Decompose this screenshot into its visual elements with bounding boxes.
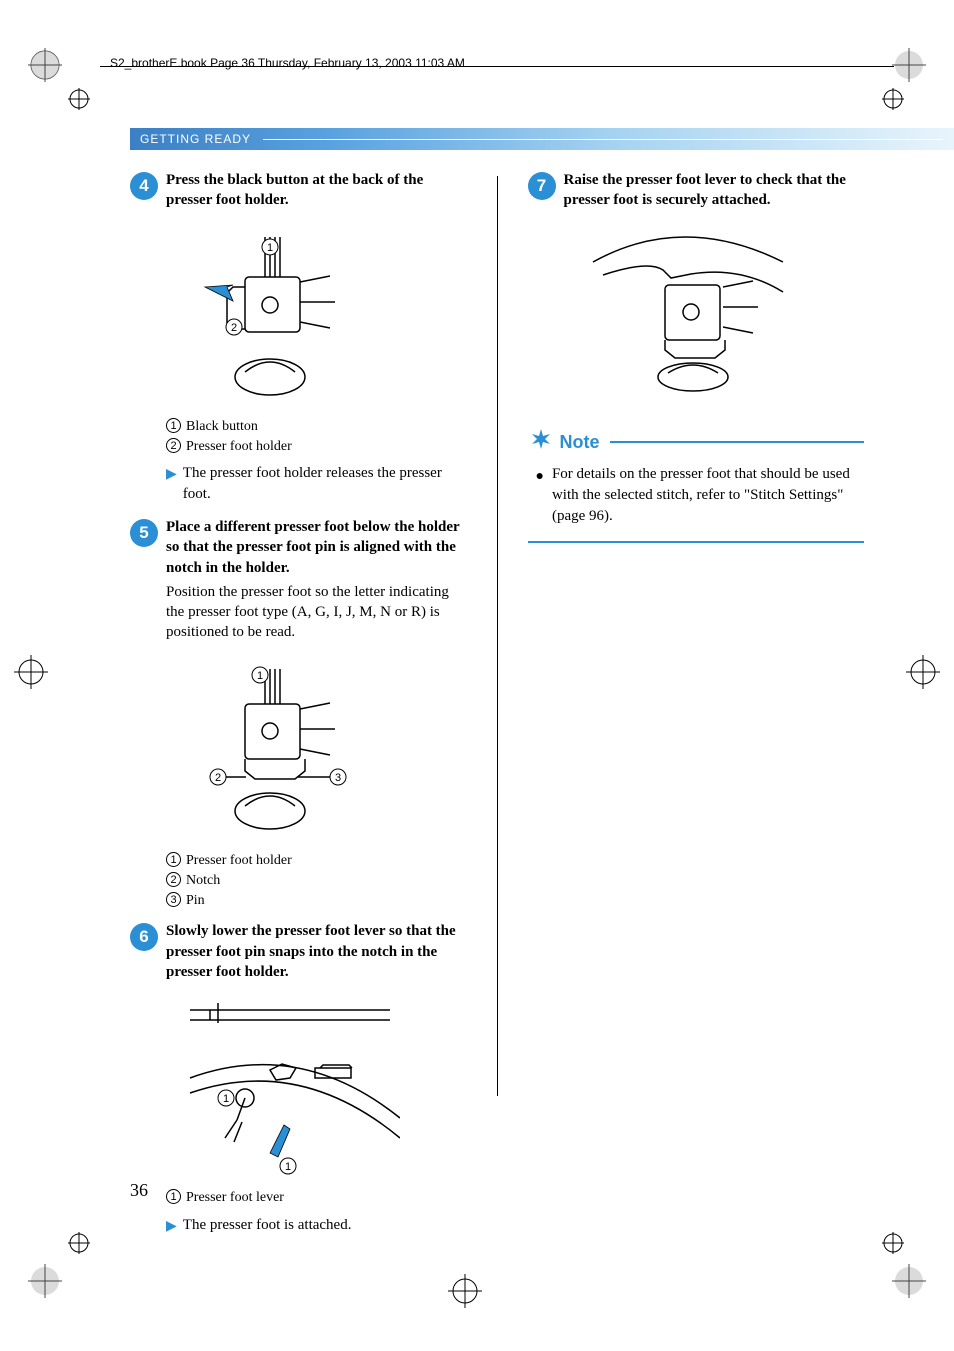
diagram-step-4: 1 2 <box>170 227 370 407</box>
step-badge: 6 <box>130 923 158 951</box>
callout-item: 1Presser foot holder <box>166 851 467 871</box>
svg-text:1: 1 <box>285 1161 291 1173</box>
step-title: Press the black button at the back of th… <box>166 170 467 211</box>
right-column: 7 Raise the presser foot lever to check … <box>528 170 865 1248</box>
target-mark-icon <box>882 88 904 115</box>
callout-item: 1Presser foot lever <box>166 1188 467 1208</box>
section-banner: GETTING READY <box>130 128 954 150</box>
svg-text:3: 3 <box>335 772 341 784</box>
banner-rule <box>263 139 943 140</box>
note-rule-bottom <box>528 541 865 543</box>
crop-mark-icon <box>892 48 926 87</box>
crop-mark-icon <box>28 48 62 87</box>
svg-text:2: 2 <box>215 772 221 784</box>
step-badge: 7 <box>528 172 556 200</box>
diagram-step-7 <box>583 227 793 397</box>
callout-list-4: 1Black button 2Presser foot holder <box>166 417 467 458</box>
svg-text:1: 1 <box>257 670 263 682</box>
step-title: Slowly lower the presser foot lever so t… <box>166 921 467 982</box>
note-rule-top <box>610 441 865 443</box>
svg-text:1: 1 <box>223 1093 229 1105</box>
note-box: Note ● For details on the presser foot t… <box>528 427 865 543</box>
callout-list-6: 1Presser foot lever <box>166 1188 467 1208</box>
callout-item: 3Pin <box>166 891 467 911</box>
page-number: 36 <box>130 1180 148 1201</box>
step-4: 4 Press the black button at the back of … <box>130 170 467 215</box>
callout-item: 2Presser foot holder <box>166 437 467 457</box>
step-badge: 5 <box>130 519 158 547</box>
column-separator <box>497 176 498 1096</box>
note-star-icon <box>528 427 554 458</box>
section-label: GETTING READY <box>140 132 251 146</box>
step-5: 5 Place a different presser foot below t… <box>130 517 467 649</box>
target-mark-icon <box>68 1232 90 1259</box>
crop-mark-icon <box>28 1264 62 1303</box>
svg-text:1: 1 <box>267 242 273 254</box>
target-mark-icon <box>882 1232 904 1259</box>
diagram-step-5: 1 2 3 <box>170 661 370 841</box>
header-text: S2_brotherE.book Page 36 Thursday, Febru… <box>110 56 465 70</box>
result-6: ▶ The presser foot is attached. <box>166 1215 467 1237</box>
crop-mark-icon <box>892 1264 926 1303</box>
step-6: 6 Slowly lower the presser foot lever so… <box>130 921 467 986</box>
crop-mark-icon <box>14 655 48 694</box>
step-title: Raise the presser foot lever to check th… <box>564 170 865 211</box>
note-title: Note <box>560 432 600 453</box>
result-4: ▶ The presser foot holder releases the p… <box>166 463 467 505</box>
result-arrow-icon: ▶ <box>166 1217 177 1237</box>
callout-item: 2Notch <box>166 871 467 891</box>
diagram-step-6: 1 1 <box>170 998 400 1178</box>
target-mark-icon <box>68 88 90 115</box>
crop-mark-icon <box>906 655 940 694</box>
result-arrow-icon: ▶ <box>166 465 177 505</box>
crop-mark-icon <box>448 1274 482 1313</box>
step-title: Place a different presser foot below the… <box>166 517 467 578</box>
left-column: 4 Press the black button at the back of … <box>130 170 467 1248</box>
note-body: ● For details on the presser foot that s… <box>528 464 865 537</box>
step-detail: Position the presser foot so the letter … <box>166 582 467 643</box>
step-badge: 4 <box>130 172 158 200</box>
svg-text:2: 2 <box>231 322 237 334</box>
callout-list-5: 1Presser foot holder 2Notch 3Pin <box>166 851 467 912</box>
step-7: 7 Raise the presser foot lever to check … <box>528 170 865 215</box>
callout-item: 1Black button <box>166 417 467 437</box>
note-bullet-icon: ● <box>536 467 544 527</box>
